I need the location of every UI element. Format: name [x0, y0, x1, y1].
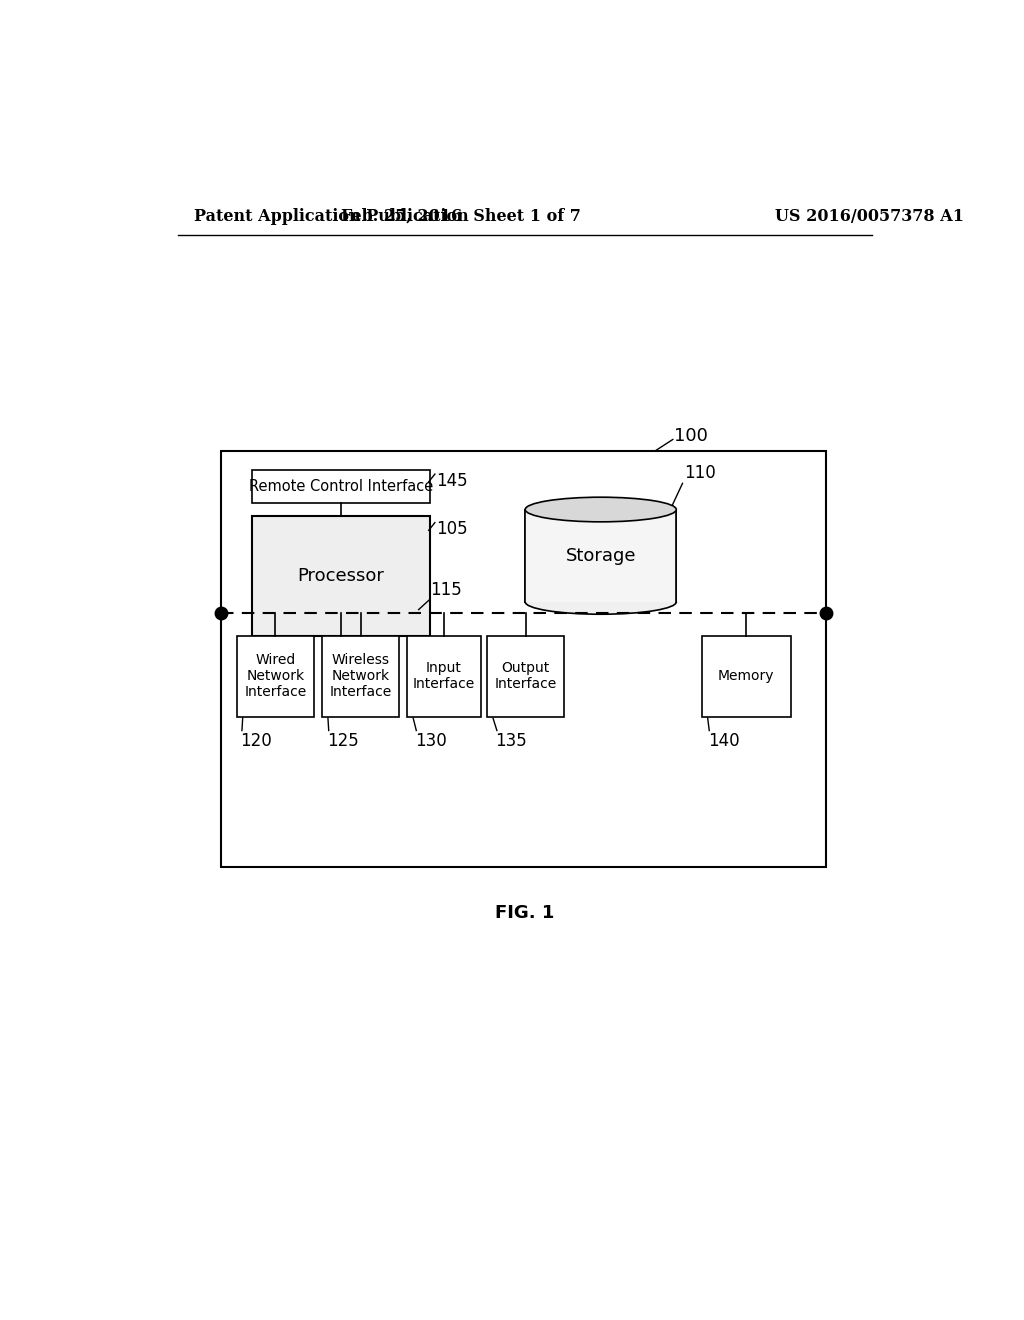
- Text: FIG. 1: FIG. 1: [496, 904, 554, 921]
- Ellipse shape: [525, 590, 676, 614]
- Text: Memory: Memory: [718, 669, 774, 684]
- Bar: [252, 470, 430, 503]
- Text: Wired
Network
Interface: Wired Network Interface: [244, 653, 306, 700]
- Bar: [486, 636, 564, 717]
- Bar: [525, 510, 676, 602]
- Text: 135: 135: [496, 733, 527, 750]
- Text: 120: 120: [241, 733, 272, 750]
- Text: Patent Application Publication: Patent Application Publication: [194, 207, 469, 224]
- Text: 145: 145: [436, 471, 468, 490]
- Bar: [237, 636, 314, 717]
- Text: 115: 115: [430, 581, 462, 599]
- Text: 140: 140: [708, 733, 739, 750]
- Text: Feb. 25, 2016  Sheet 1 of 7: Feb. 25, 2016 Sheet 1 of 7: [341, 207, 582, 224]
- Bar: [252, 516, 430, 636]
- Text: 130: 130: [415, 733, 446, 750]
- Bar: [221, 451, 825, 867]
- Text: US 2016/0057378 A1: US 2016/0057378 A1: [775, 207, 965, 224]
- Text: Wireless
Network
Interface: Wireless Network Interface: [330, 653, 391, 700]
- Ellipse shape: [525, 498, 676, 521]
- Bar: [525, 510, 676, 602]
- Bar: [322, 636, 399, 717]
- Text: 110: 110: [684, 463, 716, 482]
- Bar: [407, 636, 480, 717]
- Text: 100: 100: [675, 426, 709, 445]
- Text: Output
Interface: Output Interface: [495, 661, 557, 692]
- Text: Remote Control Interface: Remote Control Interface: [249, 479, 433, 494]
- Text: Processor: Processor: [298, 568, 385, 585]
- Text: 125: 125: [328, 733, 359, 750]
- Text: Storage: Storage: [565, 546, 636, 565]
- Text: 105: 105: [436, 520, 468, 539]
- Bar: [701, 636, 791, 717]
- Text: Input
Interface: Input Interface: [413, 661, 475, 692]
